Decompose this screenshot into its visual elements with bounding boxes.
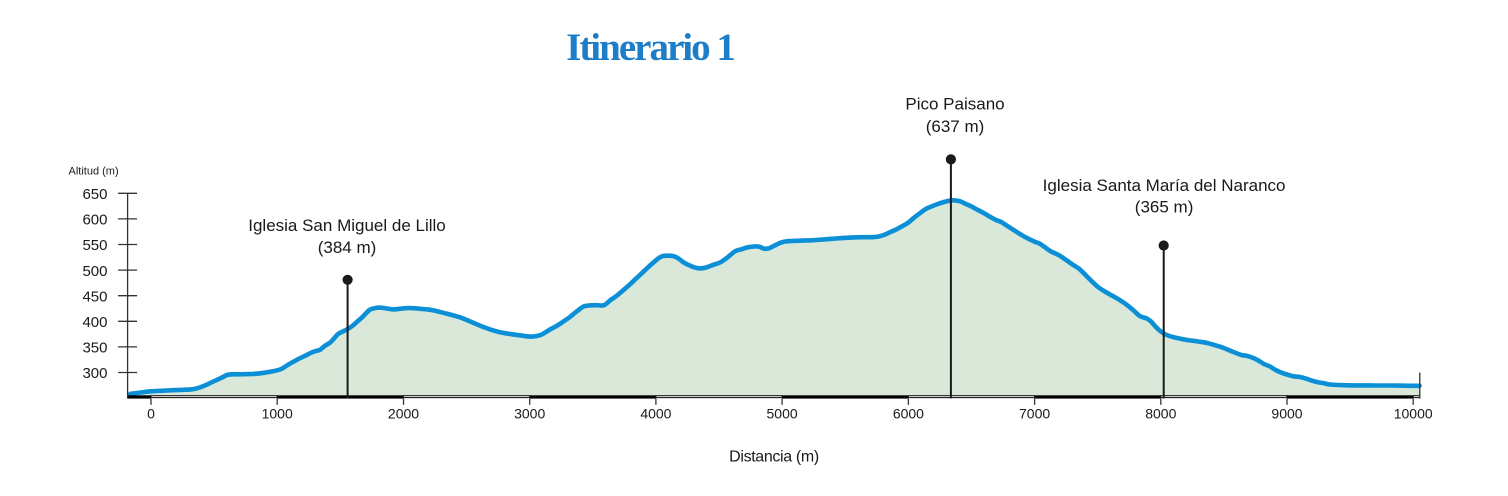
- svg-text:1000: 1000: [262, 406, 293, 422]
- svg-text:450: 450: [82, 288, 107, 305]
- svg-text:2000: 2000: [388, 406, 419, 422]
- svg-text:650: 650: [82, 186, 107, 203]
- svg-text:(365 m): (365 m): [1135, 198, 1194, 217]
- svg-text:3000: 3000: [514, 406, 545, 422]
- svg-text:6000: 6000: [893, 406, 924, 422]
- svg-text:Altitud (m): Altitud (m): [69, 165, 119, 177]
- svg-text:400: 400: [82, 314, 107, 331]
- svg-text:4000: 4000: [640, 406, 671, 422]
- svg-text:500: 500: [82, 263, 107, 280]
- svg-text:7000: 7000: [1019, 406, 1050, 422]
- svg-text:600: 600: [82, 212, 107, 229]
- svg-text:Distancia (m): Distancia (m): [729, 449, 819, 466]
- svg-text:Pico Paisano: Pico Paisano: [905, 95, 1004, 114]
- svg-text:Iglesia Santa María del Naranc: Iglesia Santa María del Naranco: [1043, 176, 1286, 195]
- svg-text:0: 0: [147, 406, 155, 422]
- svg-text:350: 350: [82, 340, 107, 357]
- svg-text:8000: 8000: [1145, 406, 1176, 422]
- svg-text:10000: 10000: [1394, 406, 1433, 422]
- svg-text:5000: 5000: [767, 406, 798, 422]
- svg-text:9000: 9000: [1271, 406, 1302, 422]
- svg-text:300: 300: [82, 365, 107, 382]
- svg-text:(384 m): (384 m): [318, 238, 377, 257]
- svg-text:(637 m): (637 m): [926, 117, 985, 136]
- svg-text:Itinerario 1: Itinerario 1: [566, 26, 734, 69]
- svg-text:550: 550: [82, 237, 107, 254]
- svg-text:Iglesia San Miguel de Lillo: Iglesia San Miguel de Lillo: [248, 216, 446, 235]
